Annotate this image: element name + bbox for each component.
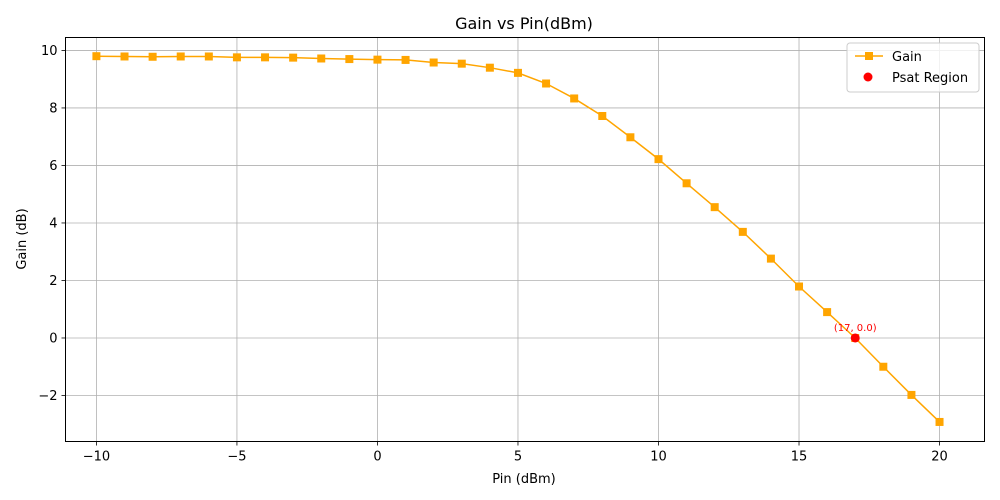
legend: Gain Psat Region [846,42,980,93]
gain-point [935,417,944,426]
legend-gain-label: Gain [892,50,922,65]
legend-psat-label: Psat Region [892,71,968,86]
gain-point [766,254,775,263]
y-tick-label: 8 [49,101,57,116]
gain-point [570,94,579,103]
gain-point [738,227,747,236]
gain-point [289,53,298,62]
gain-point [176,52,185,61]
y-axis-label: Gain (dB) [15,208,30,269]
y-tick-label: −2 [38,389,57,404]
gain-point [654,155,663,164]
gain-point [457,59,466,68]
series [92,52,944,426]
gain-point [682,179,691,188]
gain-point [148,52,157,61]
x-tick-label: 0 [373,450,381,465]
y-tick-label: 2 [49,274,57,289]
gain-point [92,52,101,61]
gain-point [795,282,804,291]
annotations: (17, 0.0) [834,323,877,334]
gain-point [120,52,129,61]
gain-point [401,55,410,64]
y-tick-label: 0 [49,331,57,346]
gain-point [598,111,607,120]
legend-psat-marker [863,72,873,82]
x-axis-label: Pin (dBm) [492,472,556,487]
gain-point [429,58,438,67]
gain-point [232,53,241,62]
gain-point [542,79,551,88]
x-tick-label: 15 [791,450,808,465]
gain-point [373,55,382,64]
y-tick-label: 4 [49,216,57,231]
grid [65,37,985,442]
gain-point [345,55,354,64]
gain-point [879,362,888,371]
gain-point [710,203,719,212]
gain-point [907,390,916,399]
gain-point [204,52,213,61]
gain-point [626,133,635,142]
x-tick-label: 10 [650,450,667,465]
gain-point [823,308,832,317]
gain-point [513,68,522,77]
gain-point [317,54,326,63]
annotation-label: (17, 0.0) [834,323,877,334]
legend-gain-marker [865,52,873,60]
gain-point [485,63,494,72]
x-tick-label: 5 [514,450,522,465]
gain-point [261,53,270,62]
y-tick-label: 6 [49,159,57,174]
x-tick-label: −5 [227,450,246,465]
y-tick-label: 10 [41,44,58,59]
psat-region-point [850,333,860,343]
chart-title: Gain vs Pin(dBm) [455,14,593,33]
x-tick-label: 20 [931,450,948,465]
plot-frame [65,37,985,442]
ticks: −10 −5 0 5 10 15 20 −2 0 2 4 6 8 10 [38,44,947,465]
x-tick-label: −10 [83,450,110,465]
